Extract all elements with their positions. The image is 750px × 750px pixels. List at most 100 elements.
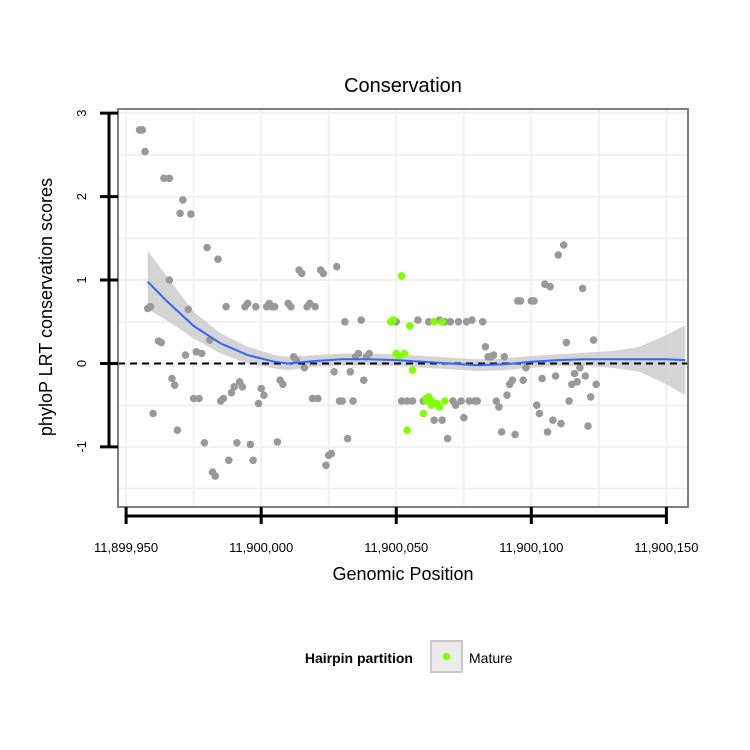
other-point bbox=[592, 380, 600, 389]
other-point bbox=[530, 297, 538, 305]
other-point bbox=[457, 397, 465, 405]
other-point bbox=[586, 393, 595, 401]
other-point bbox=[414, 316, 422, 324]
other-point bbox=[554, 251, 563, 259]
other-point bbox=[252, 302, 260, 311]
other-point bbox=[519, 376, 527, 385]
other-point bbox=[438, 416, 447, 425]
other-point bbox=[403, 397, 411, 405]
other-point bbox=[522, 363, 530, 372]
smooth-curve bbox=[146, 280, 686, 367]
mature-point bbox=[427, 401, 436, 410]
other-point bbox=[333, 262, 341, 271]
y-axis: -1 0 1 2 3 bbox=[74, 110, 118, 453]
other-point bbox=[532, 401, 541, 410]
other-point bbox=[246, 440, 255, 449]
other-point bbox=[468, 316, 476, 324]
chart-title: Conservation bbox=[344, 75, 462, 97]
data-points bbox=[135, 126, 600, 480]
other-point bbox=[287, 302, 295, 311]
other-point bbox=[203, 243, 211, 252]
mature-point bbox=[422, 394, 430, 403]
x-tick-label: 11,900,100 bbox=[499, 540, 563, 555]
other-point bbox=[397, 397, 406, 405]
other-point bbox=[233, 439, 241, 447]
other-point bbox=[270, 302, 279, 311]
other-point bbox=[195, 394, 203, 403]
x-tick-label: 11,900,050 bbox=[364, 540, 428, 555]
other-point bbox=[257, 384, 266, 393]
other-point bbox=[341, 318, 349, 326]
other-point bbox=[478, 318, 487, 326]
other-point bbox=[249, 456, 257, 465]
y-tick-label: -1 bbox=[74, 441, 89, 453]
other-point bbox=[146, 302, 155, 311]
mature-point bbox=[395, 353, 403, 361]
other-point bbox=[149, 409, 157, 418]
y-tick-label: 0 bbox=[74, 360, 89, 367]
other-point bbox=[424, 318, 433, 326]
other-point bbox=[297, 269, 306, 278]
other-point bbox=[454, 318, 463, 326]
other-point bbox=[430, 416, 438, 425]
other-point bbox=[578, 284, 587, 293]
other-point bbox=[260, 391, 268, 400]
other-point bbox=[549, 416, 557, 425]
legend-title: Hairpin partition bbox=[305, 650, 413, 666]
legend-key-mature-point bbox=[442, 652, 451, 661]
other-point bbox=[189, 394, 198, 403]
other-point bbox=[546, 282, 554, 291]
other-point bbox=[165, 174, 174, 183]
confidence-band-area bbox=[147, 250, 686, 396]
other-point bbox=[365, 349, 374, 358]
other-point bbox=[360, 376, 368, 385]
other-point bbox=[197, 349, 206, 358]
other-point bbox=[214, 255, 222, 263]
other-point bbox=[187, 210, 195, 218]
other-point bbox=[573, 378, 581, 386]
other-point bbox=[489, 351, 498, 359]
other-point bbox=[557, 419, 565, 428]
other-point bbox=[181, 351, 190, 359]
x-tick-label: 11,900,150 bbox=[634, 540, 698, 555]
other-point bbox=[254, 399, 263, 408]
other-point bbox=[460, 413, 468, 422]
other-point bbox=[349, 397, 357, 405]
other-point bbox=[516, 297, 525, 305]
other-point bbox=[157, 338, 165, 347]
mature-point bbox=[438, 318, 447, 326]
other-point bbox=[481, 343, 490, 351]
other-point bbox=[211, 472, 220, 480]
other-point bbox=[138, 126, 147, 134]
other-point bbox=[170, 381, 179, 390]
mature-point bbox=[389, 316, 398, 324]
confidence-band bbox=[147, 250, 686, 396]
x-axis: 11,899,950 11,900,000 11,900,050 11,900,100… bbox=[94, 507, 698, 555]
other-point bbox=[327, 449, 336, 458]
other-point bbox=[443, 434, 452, 443]
other-point bbox=[230, 383, 238, 391]
other-point bbox=[319, 269, 328, 278]
other-point bbox=[160, 174, 168, 183]
other-point bbox=[338, 397, 347, 405]
mature-point bbox=[408, 366, 417, 375]
other-point bbox=[584, 422, 592, 430]
mature-point bbox=[419, 409, 428, 418]
plot-background bbox=[118, 109, 688, 507]
other-point bbox=[314, 394, 322, 403]
mature-point bbox=[403, 426, 411, 435]
other-point bbox=[308, 394, 317, 403]
smooth-line bbox=[146, 280, 686, 367]
other-point bbox=[273, 438, 282, 446]
mature-point bbox=[397, 272, 406, 280]
mature-point bbox=[441, 397, 449, 405]
other-point bbox=[311, 302, 320, 311]
y-tick-label: 1 bbox=[74, 276, 89, 283]
other-point bbox=[543, 428, 552, 436]
other-point bbox=[535, 409, 544, 418]
other-point bbox=[408, 397, 417, 405]
other-point bbox=[279, 380, 287, 389]
other-point bbox=[559, 241, 568, 249]
plot-panel bbox=[118, 109, 688, 507]
